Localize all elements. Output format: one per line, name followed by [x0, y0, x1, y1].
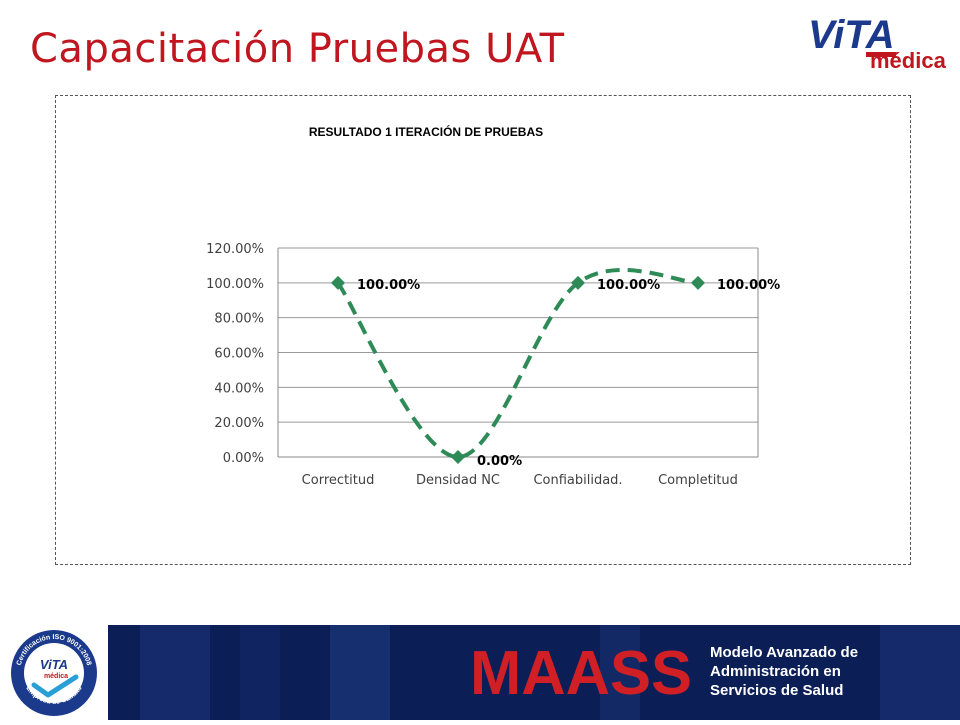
tagline-line-3: Servicios de Salud	[710, 682, 844, 699]
x-tick-label: Correctitud	[302, 473, 375, 488]
page-title: Capacitación Pruebas UAT	[30, 26, 565, 72]
maass-logo: MAASS	[470, 640, 692, 700]
data-markers	[331, 275, 705, 464]
data-label: 100.00%	[357, 278, 420, 293]
tagline-line-2: Administración en	[710, 663, 841, 680]
chart-title: RESULTADO 1 ITERACIÓN DE PRUEBAS	[309, 124, 543, 139]
data-marker	[691, 275, 705, 290]
gridlines	[277, 247, 759, 458]
data-label: 100.00%	[597, 278, 660, 293]
y-tick-label: 40.00%	[214, 381, 264, 396]
x-tick-label: Confiabilidad.	[533, 473, 622, 488]
logo-red-bar	[866, 52, 896, 57]
seal-medica-text: médica	[44, 673, 68, 680]
y-tick-label: 80.00%	[214, 312, 264, 327]
data-marker	[571, 275, 585, 290]
vita-medica-logo: ViTA médica	[808, 13, 947, 72]
tagline-line-1: Modelo Avanzado de	[710, 644, 859, 661]
footer-pattern	[140, 625, 960, 720]
certification-box: Certificación ISO 9001:2008 Empresa de C…	[0, 625, 108, 720]
data-labels: 100.00% 0.00% 100.00% 100.00%	[357, 278, 780, 469]
y-axis-tick-labels: 0.00% 20.00% 40.00% 60.00% 80.00% 100.00% 120.…	[206, 242, 264, 466]
checkmark-icon	[31, 674, 79, 698]
x-tick-label: Completitud	[658, 473, 738, 488]
iso-certification-seal: Certificación ISO 9001:2008 Empresa de C…	[11, 630, 97, 716]
y-tick-label: 120.00%	[206, 242, 264, 257]
y-tick-label: 60.00%	[214, 347, 264, 362]
x-tick-label: Densidad NC	[416, 473, 500, 488]
series-line	[336, 267, 699, 460]
y-tick-label: 0.00%	[223, 451, 264, 466]
y-tick-label: 20.00%	[214, 416, 264, 431]
seal-vita-text: ViTA	[40, 657, 68, 672]
data-label: 100.00%	[717, 278, 780, 293]
x-axis-tick-labels: Correctitud Densidad NC Confiabilidad. Comp…	[302, 473, 738, 488]
footer-band	[0, 625, 960, 720]
line-chart: RESULTADO 1 ITERACIÓN DE PRUEBAS 0.00% 20…	[206, 124, 780, 488]
data-marker	[331, 275, 345, 290]
y-tick-label: 100.00%	[206, 277, 264, 292]
data-label: 0.00%	[477, 454, 522, 469]
chart-frame: RESULTADO 1 ITERACIÓN DE PRUEBAS 0.00% 20…	[55, 95, 911, 565]
data-marker	[451, 450, 465, 464]
footer-tagline: Modelo Avanzado de Administración en Ser…	[710, 643, 858, 700]
logo-vita-text: ViTA	[808, 13, 895, 57]
logo-medica-text: médica	[870, 48, 947, 72]
maass-wordmark-text: MAASS	[470, 640, 692, 700]
